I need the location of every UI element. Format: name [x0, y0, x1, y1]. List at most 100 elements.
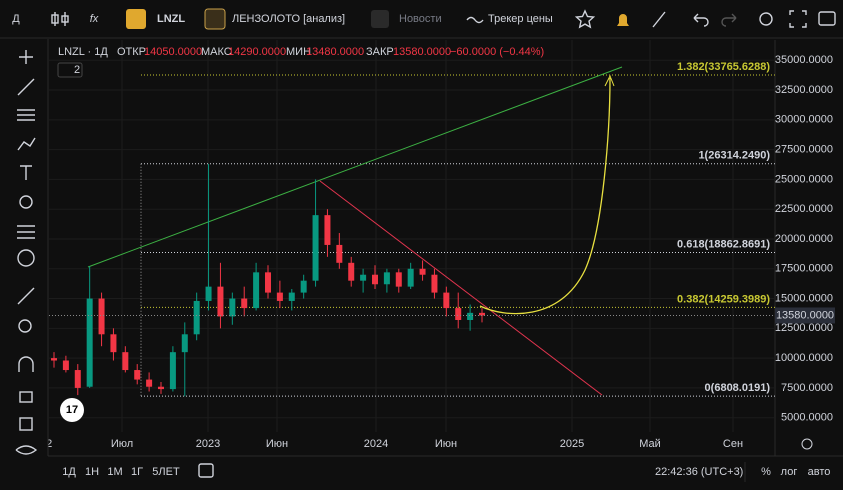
y-tick-label: 12500.0000 [775, 322, 833, 334]
y-tick-label: 30000.0000 [775, 114, 833, 126]
fullscreen-icon[interactable] [789, 10, 807, 28]
log-toggle[interactable]: лог [781, 466, 798, 478]
candle-body [181, 334, 188, 353]
tv-logo [60, 398, 84, 422]
study-logo [204, 8, 226, 30]
range-button[interactable]: 1М [107, 466, 122, 478]
candle-body [479, 312, 485, 316]
last-price-label: 13580.0000 [776, 309, 834, 321]
fib-label: 1.382(33765.6288) [677, 61, 770, 73]
news-icon [371, 10, 389, 28]
candle-body [360, 274, 367, 281]
candle-body [300, 280, 307, 293]
x-tick-label: Сен [723, 438, 743, 450]
candle-body [217, 286, 224, 317]
candle-body [324, 215, 331, 245]
candle-body [98, 298, 105, 335]
y-tick-label: 25000.0000 [775, 173, 833, 185]
candle-body [134, 370, 141, 380]
y-tick-label: 15000.0000 [775, 292, 833, 304]
legend-open: 14050.0000 [144, 46, 202, 58]
drawing-tools[interactable] [15, 50, 38, 479]
badge-box[interactable] [57, 62, 83, 78]
news[interactable]: Новости [399, 13, 442, 25]
fib-label: 0.618(18862.8691) [677, 238, 770, 250]
clock: 22:42:36 (UTC+3) [655, 466, 743, 478]
candle-body [455, 308, 462, 320]
y-tick-label: 5000.0000 [781, 412, 833, 424]
badge: 2 [74, 64, 80, 76]
candle-body [146, 379, 153, 387]
interval-button[interactable]: Д [12, 13, 20, 25]
candle-body [241, 298, 248, 309]
legend-symbol: LNZL · 1Д [58, 46, 108, 58]
legend-high-label: МАКС [201, 46, 232, 58]
candle-body [122, 352, 129, 371]
fib-label: 0.382(14259.3989) [677, 293, 770, 305]
candle-body [395, 272, 402, 287]
legend-open-label: ОТКР [117, 46, 146, 58]
x-tick-label: 2024 [364, 438, 388, 450]
price-tracker[interactable]: Трекер цены [488, 13, 553, 25]
candle-body [467, 312, 474, 320]
y-tick-label: 27500.0000 [775, 144, 833, 156]
candle-body [158, 386, 164, 390]
x-tick-label: Май [639, 438, 661, 450]
screenshot-icon[interactable] [818, 11, 836, 26]
trendline [319, 180, 603, 396]
range-button[interactable]: 1Г [131, 466, 143, 478]
left-toolbar [0, 39, 48, 490]
y-tick-label: 17500.0000 [775, 263, 833, 275]
x-tick-label: Июн [266, 438, 288, 450]
candle-body [74, 370, 81, 388]
fib-label: 0(6808.0191) [705, 382, 771, 394]
watchlist-icon[interactable] [574, 9, 596, 29]
last-price-box [775, 307, 835, 324]
y-tick-label: 7500.0000 [781, 382, 833, 394]
legend-high: 14290.0000 [228, 46, 286, 58]
redo-icon[interactable] [721, 13, 737, 27]
candle-body [443, 292, 450, 309]
price-axis [775, 40, 843, 456]
chart-type-icon[interactable] [51, 12, 69, 26]
settings-icon[interactable] [759, 12, 773, 26]
symbol-logo [126, 9, 146, 29]
goto-date-icon[interactable] [198, 463, 214, 478]
y-tick-label: 10000.0000 [775, 352, 833, 364]
indicators-icon[interactable]: fx [90, 13, 99, 25]
candle-body [288, 292, 295, 301]
tracker-icon [466, 16, 484, 24]
x-tick-label: 2025 [560, 438, 584, 450]
alert-icon[interactable] [617, 14, 629, 26]
y-tick-label: 20000.0000 [775, 233, 833, 245]
legend-close-label: ЗАКР [366, 46, 394, 58]
range-button[interactable]: 1Н [85, 466, 99, 478]
legend-close: 13580.0000 [393, 46, 451, 58]
projection-curve [479, 77, 611, 315]
bottom-bar [0, 456, 843, 490]
percent-toggle[interactable]: % [761, 466, 771, 478]
y-tick-label: 32500.0000 [775, 84, 833, 96]
candle-body [253, 272, 260, 309]
range-button[interactable]: 1Д [62, 466, 76, 478]
symbol[interactable]: LNZL [157, 13, 185, 25]
candle-body [348, 262, 355, 281]
study-name[interactable]: ЛЕНЗОЛОТО [анализ] [232, 13, 345, 25]
auto-toggle[interactable]: авто [808, 466, 831, 478]
fib-label: 1(26314.2490) [698, 150, 770, 162]
candle-body [169, 352, 176, 390]
candle-body [86, 298, 93, 387]
candle-body [229, 298, 236, 317]
plot: 5000.0000 7500.0000 10000.0000 12500.0000 15… [28, 40, 843, 456]
legend-change: −60.0000 (−0.44%) [450, 46, 544, 58]
candle-body [265, 272, 271, 293]
range-button[interactable]: 5ЛЕТ [152, 466, 180, 478]
candle-body [336, 244, 343, 263]
undo-icon[interactable] [693, 13, 709, 27]
candle-body [312, 215, 319, 281]
draw-icon[interactable] [652, 11, 666, 28]
x-tick-label: Июн [435, 438, 457, 450]
axis-settings[interactable] [801, 438, 813, 450]
candle-body [431, 274, 438, 293]
